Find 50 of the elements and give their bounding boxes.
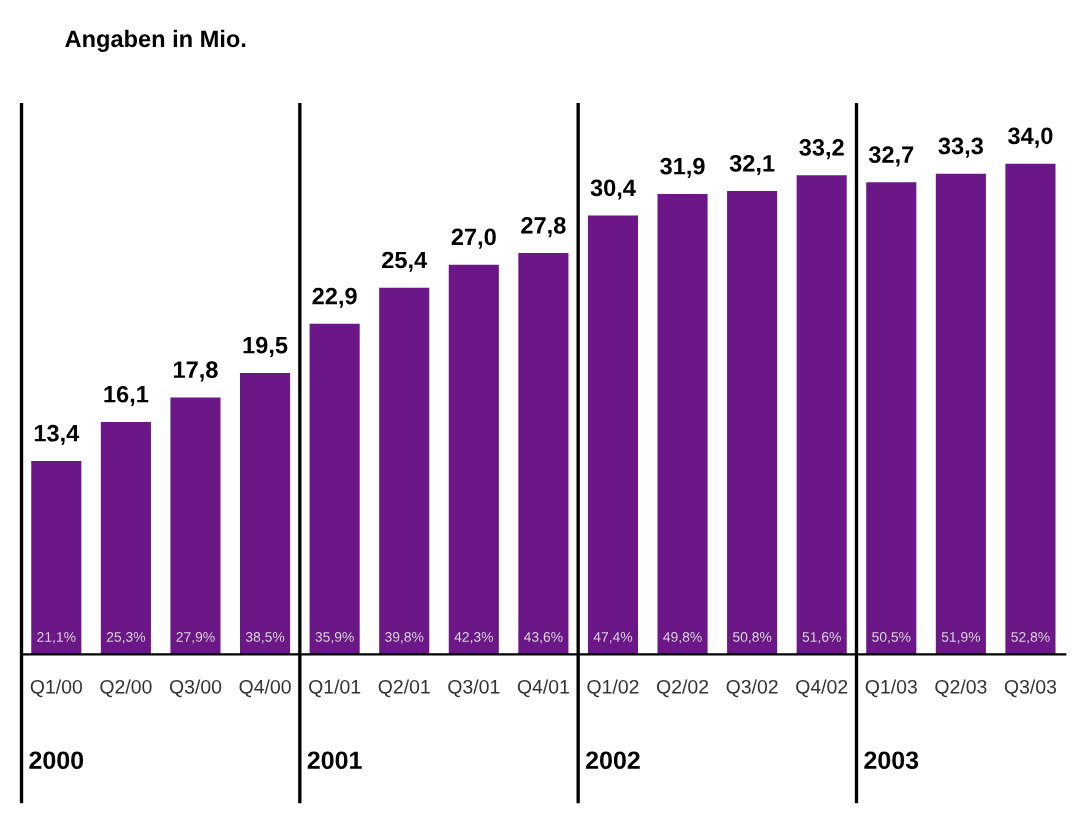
bar	[448, 264, 499, 655]
bar	[518, 253, 569, 655]
bar	[796, 175, 847, 655]
data-label: 30,4	[590, 179, 636, 200]
text: 2000	[29, 751, 84, 770]
text: 2003	[864, 751, 919, 770]
data-label: 19,5	[243, 336, 288, 357]
bar	[727, 191, 778, 655]
x-tick-label: Q1/00	[30, 679, 83, 698]
data-label: 31,9	[660, 157, 705, 178]
data-label: 27,8	[521, 216, 566, 238]
bar	[309, 323, 360, 655]
bar	[1005, 163, 1056, 655]
text: 2001	[307, 751, 362, 770]
data-label: 34,0	[1008, 127, 1053, 148]
bar	[379, 287, 430, 655]
x-tick-label: Q3/01	[448, 679, 500, 698]
x-tick-label: Q3/03	[1004, 679, 1057, 698]
data-label: 32,1	[729, 154, 775, 176]
data-label: 25,4	[382, 251, 428, 272]
bar	[100, 421, 151, 655]
x-tick-label: Q2/03	[935, 679, 987, 698]
x-tick-label: Q4/00	[239, 679, 291, 698]
bar	[587, 215, 639, 655]
x-tick-label: Q1/03	[865, 679, 917, 698]
bar	[240, 372, 291, 655]
x-tick-label: Q2/00	[100, 679, 152, 698]
data-label: 32,7	[868, 146, 914, 167]
x-tick-label: Q1/02	[587, 679, 639, 698]
data-label: 27,0	[451, 228, 496, 249]
data-label: 17,8	[173, 361, 218, 382]
x-tick-label: Q4/01	[517, 679, 569, 698]
bar	[866, 182, 917, 655]
data-label: 16,1	[104, 385, 149, 407]
bar	[170, 397, 221, 655]
data-label: 22,9	[312, 287, 357, 308]
bar	[31, 460, 82, 655]
data-label: 13,4	[34, 424, 80, 445]
text: 2002	[586, 751, 640, 770]
bar	[935, 173, 986, 655]
x-tick-label: Q3/02	[726, 679, 778, 698]
data-label: 33,2	[799, 139, 844, 160]
x-tick-label: Q2/02	[656, 679, 709, 698]
x-tick-label: Q1/01	[309, 679, 361, 698]
chart-title: Angaben in Mio.	[65, 29, 246, 52]
data-label: 33,3	[938, 137, 983, 158]
x-tick-label: Q4/02	[796, 679, 848, 698]
bar	[657, 193, 708, 655]
x-tick-label: Q2/01	[378, 679, 430, 698]
x-tick-label: Q3/00	[169, 679, 222, 698]
